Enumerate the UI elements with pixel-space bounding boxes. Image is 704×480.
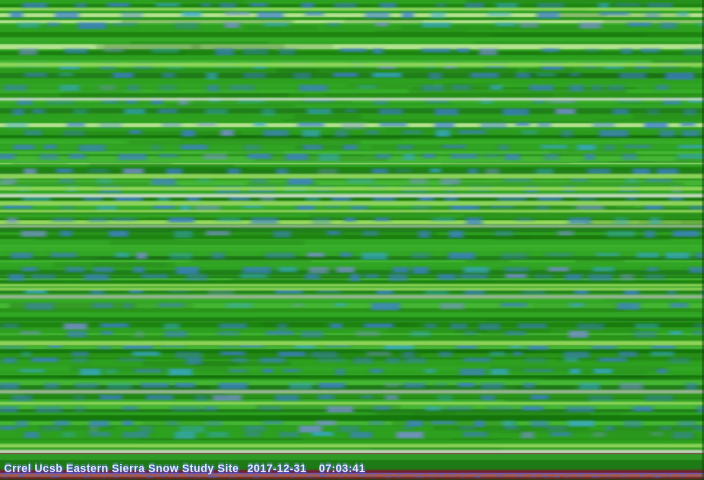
caption-bar: Crrel Ucsb Eastern Sierra Snow Study Sit… (4, 463, 365, 475)
caption-site-name: Crrel Ucsb Eastern Sierra Snow Study Sit… (4, 463, 239, 475)
caption-time: 07:03:41 (318, 463, 366, 475)
caption-date: 2017-12-31 (247, 463, 307, 475)
